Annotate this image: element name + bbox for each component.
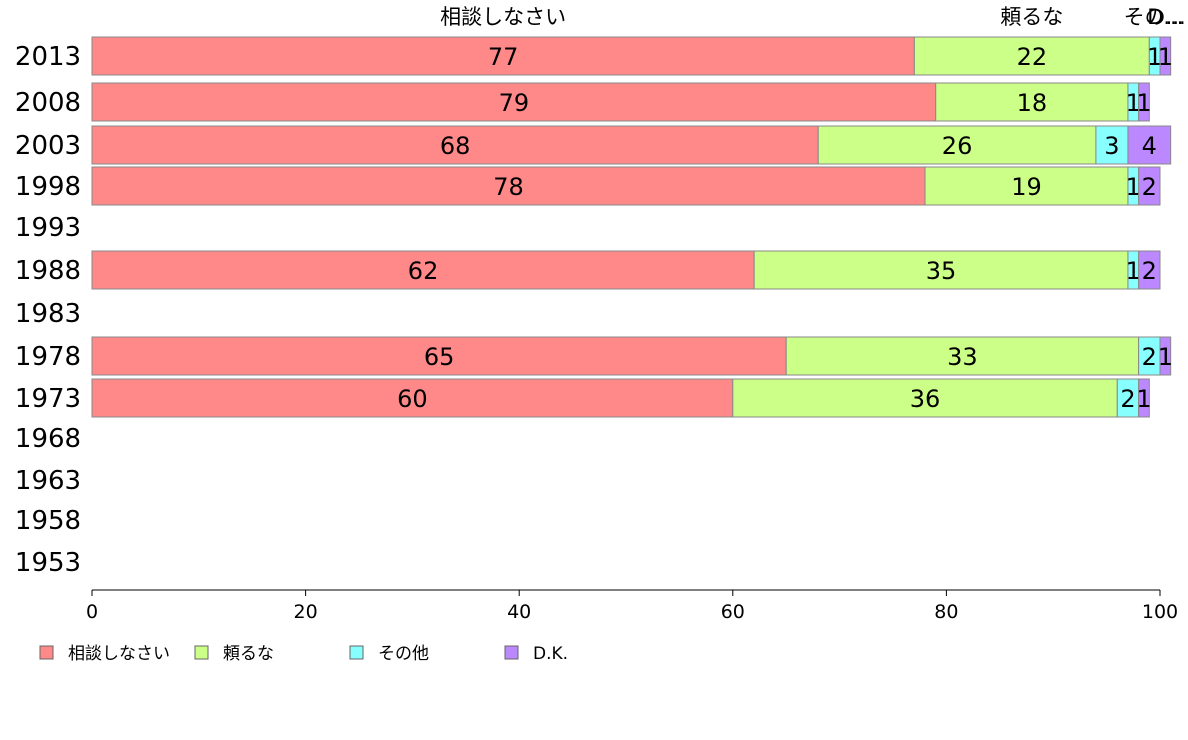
top-label-0: 相談しなさい (440, 5, 566, 29)
year-label-1958: 1958 (15, 506, 81, 536)
bar-row-1978: 65 33 2 1 (91, 336, 1173, 376)
year-label-1978: 1978 (15, 342, 81, 372)
bar-segment-2008-3 (1138, 82, 1150, 122)
legend-label-1: 頼るな (223, 644, 274, 664)
bar-segment-1973-1 (732, 378, 1118, 418)
bar-segment-1978-3 (1159, 336, 1172, 376)
bar-value-label-1998-0: 78 (493, 173, 524, 201)
bar-segment-2003-3 (1127, 125, 1172, 165)
year-label-2008: 2008 (15, 88, 81, 118)
x-tick-label-40: 40 (507, 601, 531, 623)
bar-row-1973: 60 36 2 1 (91, 378, 1152, 418)
legend-swatch-1 (194, 645, 209, 660)
x-tick-label-100: 100 (1142, 601, 1178, 623)
x-tick-label-60: 60 (721, 601, 745, 623)
bar-row-2013: 77 22 11 (91, 36, 1173, 76)
legend-item-1: 頼るな (194, 644, 274, 664)
year-label-1993: 1993 (15, 213, 81, 243)
x-tick-label-0: 0 (86, 601, 98, 623)
bar-value-label-1978-0: 65 (424, 343, 455, 371)
bar-segment-1978-0 (91, 336, 787, 376)
bar-segment-1988-1 (753, 250, 1129, 290)
bar-value-label-2013-1: 22 (1017, 43, 1048, 71)
legend-item-0: 相談しなさい (39, 644, 170, 664)
bar-segment-2003-1 (817, 125, 1097, 165)
bar-segment-1973-3 (1138, 378, 1150, 418)
bar-value-label-1973-1: 36 (910, 385, 941, 413)
bar-value-label-2013-2: 1 (1147, 43, 1162, 71)
bar-value-label-1978-2: 2 (1142, 343, 1157, 371)
top-label-3: D... (1147, 5, 1183, 29)
year-label-1973: 1973 (15, 384, 81, 414)
bar-segment-2013-1 (913, 36, 1150, 76)
bar-value-label-2003-1: 26 (942, 132, 973, 160)
bar-value-label-1998-1: 19 (1011, 173, 1042, 201)
bar-segment-1988-0 (91, 250, 755, 290)
bar-value-label-1988-0: 62 (408, 257, 439, 285)
bar-value-label-1978-3: 1 (1158, 343, 1173, 371)
bar-value-label-1998-3: 2 (1142, 173, 1157, 201)
bar-value-label-2003-2: 3 (1104, 132, 1119, 160)
bar-value-label-1978-1: 33 (947, 343, 978, 371)
bar-segment-1998-0 (91, 166, 926, 206)
legend-label-0: 相談しなさい (68, 644, 170, 664)
legend-swatch-0 (39, 645, 54, 660)
legend-swatch-2 (349, 645, 364, 660)
year-label-1988: 1988 (15, 256, 81, 286)
bar-value-label-1973-2: 2 (1120, 385, 1135, 413)
bar-segment-2013-0 (91, 36, 915, 76)
bar-segment-1998-1 (924, 166, 1129, 206)
bar-segment-2013-3 (1159, 36, 1172, 76)
legend-label-2: その他 (378, 644, 429, 664)
bar-value-label-2008-1: 18 (1017, 89, 1048, 117)
bar-value-label-2003-0: 68 (440, 132, 471, 160)
bar-row-2008: 79 18 11 (91, 82, 1152, 122)
legend-swatch-3 (504, 645, 519, 660)
legend-item-3: D.K. (504, 644, 568, 664)
bar-value-label-1998-2: 1 (1126, 173, 1141, 201)
top-labels: 相談しなさい 頼るな その...D... (440, 5, 1185, 29)
bar-segment-1988-3 (1138, 250, 1161, 290)
bar-segment-2003-0 (91, 125, 819, 165)
x-axis: 0 20 40 60 80 100 (86, 589, 1178, 623)
bar-value-label-2003-3: 4 (1142, 132, 1157, 160)
year-label-2003: 2003 (15, 131, 81, 161)
legend-label-3: D.K. (533, 644, 568, 664)
bar-segment-1973-0 (91, 378, 734, 418)
bar-value-label-2008-3: 1 (1136, 89, 1151, 117)
x-tick-label-20: 20 (294, 601, 318, 623)
bar-value-label-2008-0: 79 (499, 89, 530, 117)
year-label-1953: 1953 (15, 548, 81, 578)
bar-segment-1978-1 (785, 336, 1140, 376)
bar-value-label-1973-3: 1 (1136, 385, 1151, 413)
bar-value-label-1988-1: 35 (926, 257, 957, 285)
x-tick-label-80: 80 (934, 601, 958, 623)
legend: 相談しなさい 頼るな その他 D.K. (39, 644, 568, 664)
top-label-1: 頼るな (1000, 5, 1063, 29)
bar-segment-1998-3 (1138, 166, 1161, 206)
bar-value-label-2008-2: 1 (1126, 89, 1141, 117)
year-label-1968: 1968 (15, 424, 81, 454)
bar-row-1998: 78 19 1 2 (91, 166, 1161, 206)
bar-value-label-1988-2: 1 (1126, 257, 1141, 285)
legend-item-2: その他 (349, 644, 429, 664)
year-label-2013: 2013 (15, 42, 81, 72)
top-label-2: その... (1124, 5, 1186, 29)
year-label-1963: 1963 (15, 466, 81, 496)
bar-value-label-1973-0: 60 (397, 385, 428, 413)
bar-row-2003: 68 26 3 4 (91, 125, 1172, 165)
year-label-1998: 1998 (15, 172, 81, 202)
bar-value-label-2013-3: 1 (1158, 43, 1173, 71)
bar-row-1988: 62 35 1 2 (91, 250, 1161, 290)
bar-segment-2003-2 (1095, 125, 1129, 165)
bar-value-label-1988-3: 2 (1142, 257, 1157, 285)
bar-value-label-2013-0: 77 (488, 43, 519, 71)
year-labels: 2013 2008 2003 1998 1993 1988 1983 1978 1973 1968… (15, 42, 81, 578)
year-label-1983: 1983 (15, 299, 81, 329)
